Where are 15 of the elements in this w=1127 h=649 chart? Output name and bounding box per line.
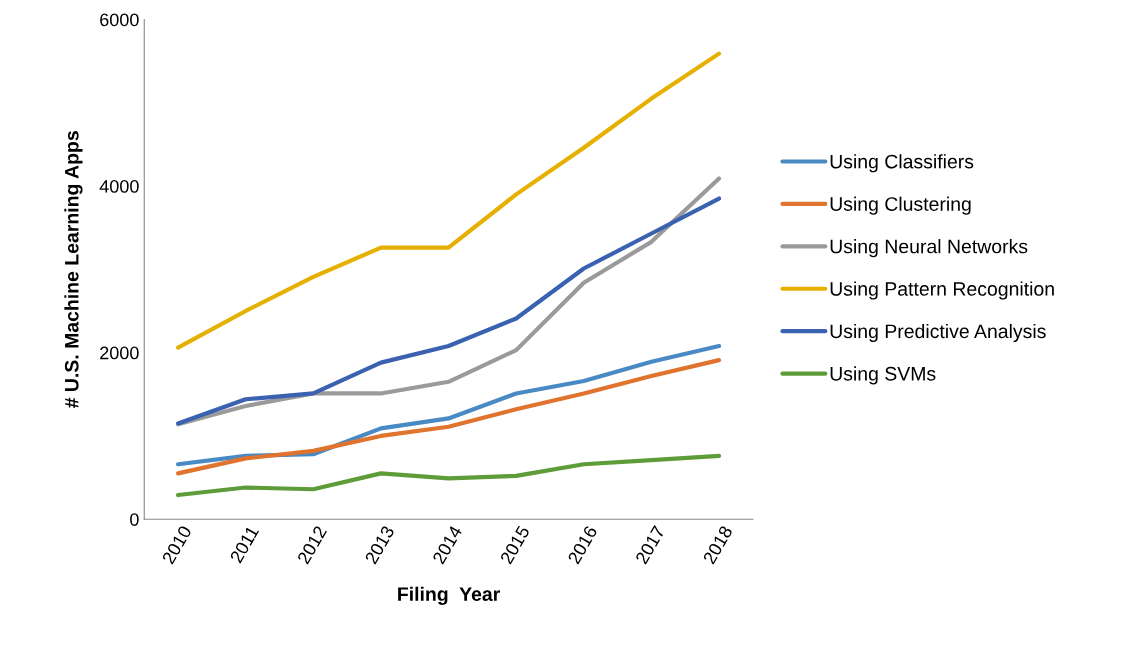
y-tick-label: 0: [130, 513, 139, 526]
legend-label: Using Neural Networks: [830, 239, 1028, 258]
y-tick-label: 2000: [100, 346, 139, 360]
line-series: [175, 358, 722, 476]
legend-label: Using Predictive Analysis: [830, 323, 1046, 343]
legend-label: Using SVMs: [830, 366, 936, 385]
legend-label: Using Classifiers: [830, 154, 974, 173]
legend-label: Using Clustering: [830, 196, 971, 215]
line-series: [175, 51, 722, 350]
x-axis-title: Filing Year: [398, 586, 500, 605]
y-tick-label: 6000: [100, 13, 139, 27]
y-axis-title: # U.S. Machine Learning Apps: [64, 131, 83, 409]
y-tick-label: 4000: [99, 179, 139, 193]
line-series: [175, 453, 722, 498]
legend-label: Using Pattern Recognition: [830, 281, 1054, 300]
